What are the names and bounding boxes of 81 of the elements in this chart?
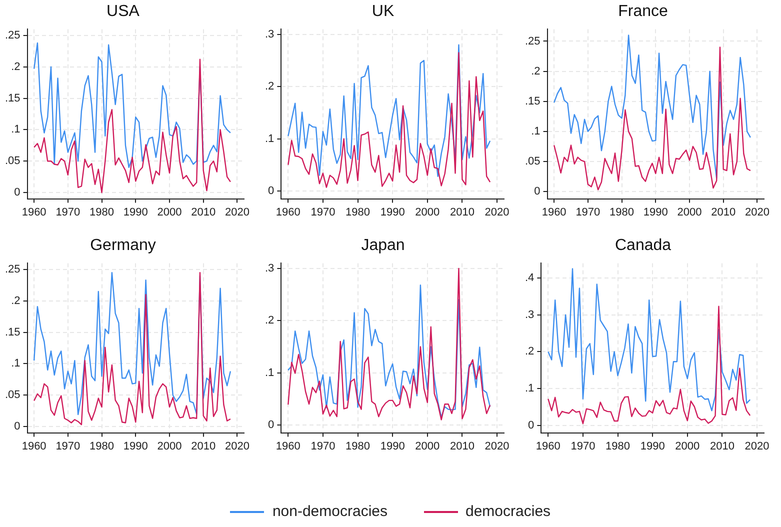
y-tick-label: .15	[524, 95, 540, 108]
y-tick-label: 0	[14, 186, 20, 199]
x-tick-label: 1980	[610, 206, 634, 218]
x-tick-label: 1990	[643, 206, 668, 218]
y-tick-label: .1	[11, 358, 20, 370]
y-tick-label: .1	[11, 124, 20, 136]
x-tick-label: 1960	[536, 440, 560, 452]
chart-title: Canada	[614, 237, 672, 254]
x-tick-label: 1980	[346, 206, 370, 218]
x-tick-label: 1990	[123, 440, 148, 452]
x-tick-label: 1980	[90, 206, 114, 218]
x-tick-label: 1990	[640, 440, 665, 452]
y-tick-label: .3	[264, 28, 274, 40]
x-tick-label: 1990	[380, 440, 405, 452]
y-tick-label: .25	[4, 264, 20, 276]
y-tick-label: .4	[524, 272, 534, 284]
x-tick-label: 2020	[744, 206, 770, 218]
y-tick-label: .2	[264, 314, 274, 327]
x-tick-label: 2010	[711, 206, 736, 218]
x-tick-label: 2010	[450, 206, 474, 218]
y-tick-label: .15	[4, 326, 20, 338]
y-tick-label: .25	[524, 35, 540, 48]
y-tick-label: 0	[528, 419, 534, 432]
x-tick-label: 2010	[450, 440, 474, 452]
chart-title: France	[618, 3, 668, 20]
x-tick-label: 2020	[484, 440, 510, 452]
y-tick-label: .1	[531, 125, 540, 138]
x-tick-label: 2000	[157, 440, 182, 452]
y-tick-label: .3	[264, 262, 274, 274]
y-tick-label: .05	[524, 156, 540, 168]
x-tick-label: 1970	[570, 440, 596, 452]
x-tick-label: 2000	[157, 206, 182, 218]
chart-title: Germany	[90, 237, 156, 254]
y-tick-label: .2	[11, 294, 20, 307]
x-tick-label: 1990	[380, 206, 405, 218]
y-tick-label: 0	[534, 186, 540, 198]
x-tick-label: 1990	[123, 206, 148, 218]
x-tick-label: 1980	[90, 440, 114, 452]
y-tick-label: .05	[4, 155, 20, 168]
y-tick-label: .2	[524, 346, 534, 358]
x-tick-label: 1960	[276, 440, 300, 452]
x-tick-label: 2020	[744, 440, 770, 452]
y-tick-label: .3	[524, 308, 534, 321]
y-tick-label: .1	[264, 132, 274, 145]
y-tick-label: .25	[4, 30, 20, 42]
y-tick-label: .05	[4, 389, 20, 402]
y-tick-label: .2	[11, 60, 20, 73]
legend-label: democracies	[466, 503, 551, 520]
y-tick-label: 0	[14, 420, 20, 433]
legend-label: non-democracies	[272, 503, 388, 520]
x-tick-label: 1970	[310, 440, 336, 452]
y-tick-label: .2	[531, 65, 540, 78]
chart-title: USA	[106, 3, 140, 20]
x-tick-label: 2020	[224, 440, 250, 452]
x-tick-label: 1970	[310, 206, 336, 218]
x-tick-label: 2020	[224, 206, 250, 218]
y-tick-label: .2	[264, 80, 274, 93]
x-tick-label: 2000	[675, 440, 700, 452]
x-tick-label: 1980	[346, 440, 370, 452]
x-tick-label: 2000	[677, 206, 702, 218]
x-tick-label: 2010	[710, 440, 734, 452]
x-tick-label: 2000	[415, 440, 440, 452]
x-tick-label: 2010	[191, 206, 216, 218]
x-tick-label: 1980	[606, 440, 630, 452]
x-tick-label: 2020	[484, 206, 510, 218]
chart-title: UK	[372, 3, 394, 20]
y-tick-label: .15	[4, 92, 20, 104]
x-tick-label: 1970	[576, 206, 600, 218]
x-tick-label: 1970	[56, 440, 80, 452]
x-tick-label: 2000	[415, 206, 440, 218]
y-tick-label: .1	[524, 382, 534, 395]
y-tick-label: 0	[268, 419, 274, 432]
x-tick-label: 1960	[276, 206, 300, 218]
chart-title: Japan	[361, 237, 405, 254]
x-tick-label: 1960	[22, 206, 46, 218]
x-tick-label: 1970	[56, 206, 80, 218]
y-tick-label: .1	[264, 366, 274, 379]
x-tick-label: 1960	[22, 440, 46, 452]
y-tick-label: 0	[268, 185, 274, 198]
x-tick-label: 1960	[542, 206, 566, 218]
x-tick-label: 2010	[191, 440, 216, 452]
